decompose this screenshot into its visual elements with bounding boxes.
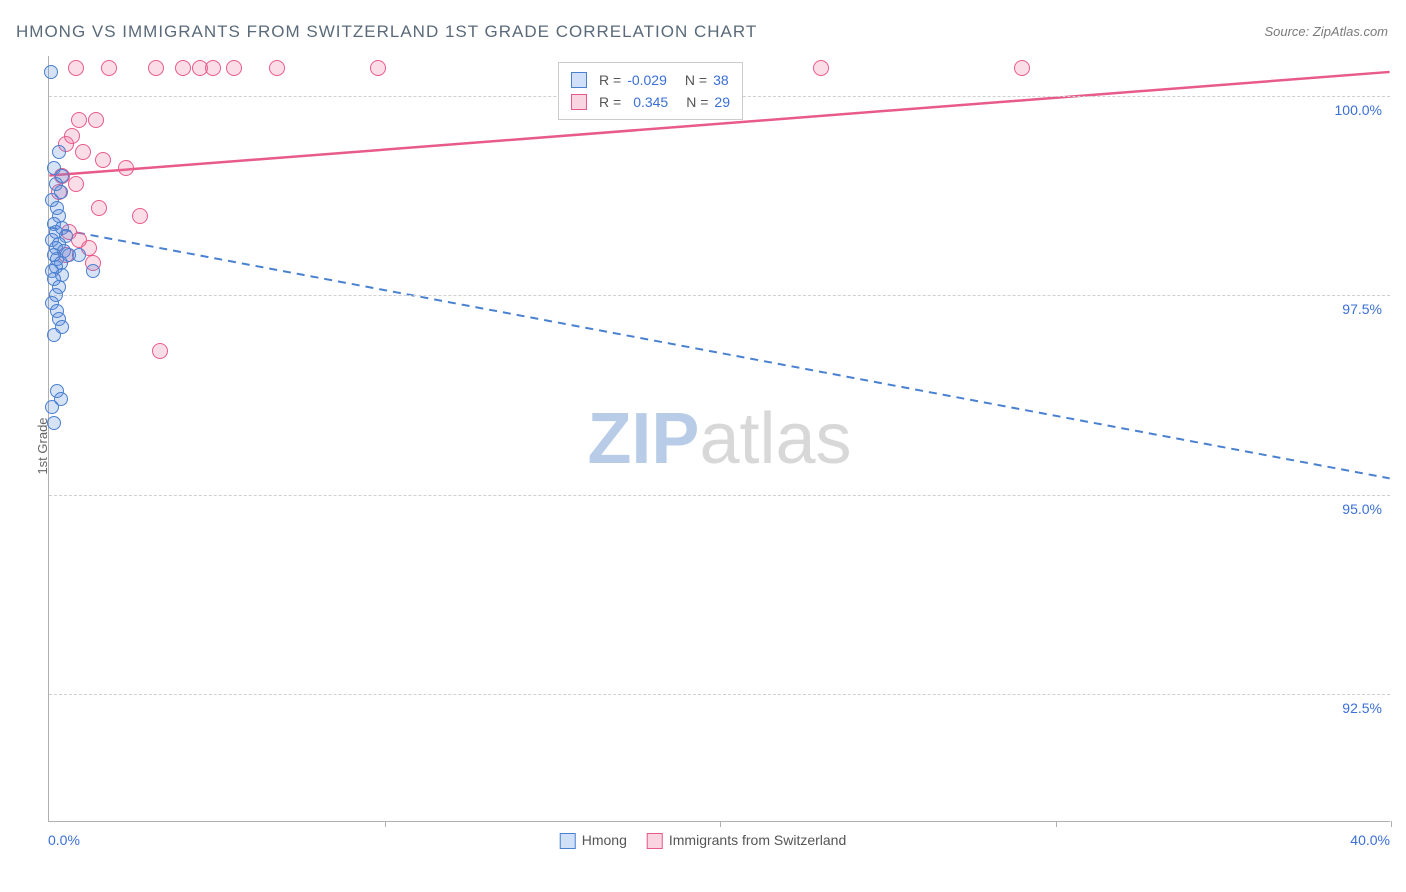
swiss-point [152,343,168,359]
gridline [49,295,1390,296]
gridline [49,694,1390,695]
swiss-point [68,176,84,192]
swiss-point [269,60,285,76]
watermark-logo: ZIPatlas [587,398,851,480]
x-tick [1391,821,1392,827]
hmong-swatch [560,833,576,849]
swiss-point [75,144,91,160]
swiss-point [118,160,134,176]
legend-bottom: Hmong Immigrants from Switzerland [560,832,847,849]
correlation-legend-box: R = -0.029 N = 38 R = 0.345 N = 29 [558,62,743,120]
swiss-point [91,200,107,216]
y-tick-label: 92.5% [1342,700,1382,716]
hmong-n-value: 38 [713,69,729,91]
swiss-r-value: 0.345 [633,91,668,113]
hmong-swatch-icon [571,72,587,88]
y-tick-label: 97.5% [1342,301,1382,317]
n-label: N = [685,69,707,91]
hmong-point [86,264,100,278]
x-axis-max-label: 40.0% [1350,832,1390,848]
swiss-point [205,60,221,76]
n-label: N = [686,91,708,113]
watermark-part1: ZIP [587,399,699,479]
swiss-point [64,128,80,144]
r-label: R = [599,91,621,113]
swiss-point [148,60,164,76]
hmong-point [47,328,61,342]
chart-title: HMONG VS IMMIGRANTS FROM SWITZERLAND 1ST… [16,22,757,42]
gridline [49,495,1390,496]
swiss-point [101,60,117,76]
swiss-swatch [647,833,663,849]
swiss-point [226,60,242,76]
x-tick [385,821,386,827]
swiss-point [1014,60,1030,76]
swiss-point [71,112,87,128]
swiss-point [132,208,148,224]
y-tick-label: 100.0% [1335,102,1382,118]
x-axis-min-label: 0.0% [48,832,80,848]
swiss-point [370,60,386,76]
r-label: R = [599,69,621,91]
y-tick-label: 95.0% [1342,501,1382,517]
swiss-point [95,152,111,168]
hmong-r-value: -0.029 [627,69,667,91]
hmong-point [45,400,59,414]
hmong-point [44,65,58,79]
hmong-point [47,416,61,430]
plot-area: ZIPatlas 92.5% 95.0% 97.5% 100.0% [48,56,1390,822]
x-tick [720,821,721,827]
x-tick [1056,821,1057,827]
legend-item-swiss: Immigrants from Switzerland [647,832,846,849]
swiss-swatch-icon [571,94,587,110]
legend-row-swiss: R = 0.345 N = 29 [571,91,730,113]
swiss-point [813,60,829,76]
trend-lines-layer [49,56,1390,821]
swiss-point [68,60,84,76]
swiss-point [88,112,104,128]
hmong-point [52,145,66,159]
hmong-point [72,248,86,262]
hmong-trendline [49,227,1389,478]
watermark-part2: atlas [699,399,851,479]
legend-item-hmong: Hmong [560,832,627,849]
legend-row-hmong: R = -0.029 N = 38 [571,69,730,91]
swiss-label: Immigrants from Switzerland [669,832,846,848]
source-attribution: Source: ZipAtlas.com [1264,24,1388,39]
swiss-n-value: 29 [714,91,730,113]
hmong-label: Hmong [582,832,627,848]
swiss-point [175,60,191,76]
